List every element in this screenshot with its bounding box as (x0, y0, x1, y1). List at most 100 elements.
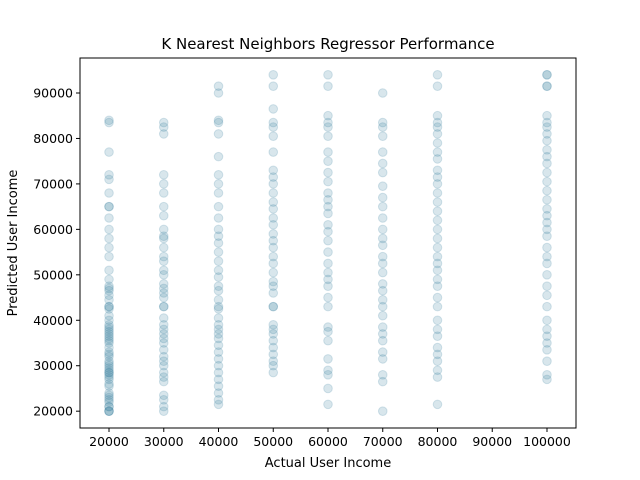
data-point (377, 201, 388, 212)
data-point (323, 176, 333, 187)
data-point (542, 356, 552, 366)
data-point (542, 290, 552, 301)
data-point (377, 117, 388, 128)
data-point (542, 270, 552, 280)
data-point (104, 174, 114, 185)
data-point (542, 324, 552, 335)
data-point (323, 335, 333, 346)
x-tick-label: 30000 (144, 434, 184, 449)
data-point (542, 374, 552, 385)
data-point (213, 272, 224, 282)
data-point (213, 295, 224, 305)
data-point (213, 324, 224, 335)
y-tick-label: 60000 (33, 222, 73, 237)
data-point (377, 267, 388, 278)
data-point (268, 213, 279, 223)
data-point (377, 310, 388, 321)
data-point (377, 347, 388, 357)
data-point (268, 342, 279, 353)
data-point (158, 210, 169, 221)
data-point (377, 213, 388, 223)
data-point (377, 279, 388, 289)
data-point (377, 88, 388, 98)
data-point (268, 70, 279, 80)
data-point (542, 258, 552, 269)
data-point (432, 258, 443, 269)
data-point (158, 372, 169, 382)
data-point (104, 147, 114, 157)
data-point (158, 333, 169, 344)
data-point (542, 331, 552, 341)
data-point (104, 326, 114, 337)
data-point (104, 351, 114, 362)
data-point (104, 329, 114, 339)
y-tick-label: 30000 (33, 358, 73, 373)
data-point (104, 342, 114, 353)
data-point (323, 147, 333, 157)
data-point (268, 81, 279, 91)
data-point (432, 233, 443, 244)
data-point (104, 401, 114, 412)
data-point (323, 399, 333, 410)
data-point (104, 201, 114, 212)
data-point (213, 374, 224, 385)
data-point (268, 335, 279, 346)
data-point (158, 301, 169, 312)
data-point (432, 129, 443, 139)
data-point (104, 395, 114, 405)
data-point (323, 201, 333, 212)
data-point (542, 110, 552, 121)
data-point (542, 338, 552, 348)
data-point (323, 258, 333, 269)
data-point (268, 251, 279, 262)
data-point (323, 208, 333, 219)
data-point (104, 381, 114, 391)
data-point (542, 242, 552, 253)
data-point (377, 406, 388, 416)
data-point (213, 313, 224, 323)
data-point (377, 335, 388, 346)
data-point (104, 358, 114, 369)
data-point (104, 251, 114, 262)
data-point (104, 390, 114, 401)
data-point (104, 338, 114, 348)
data-point (158, 117, 169, 128)
data-point (377, 376, 388, 387)
data-point (213, 367, 224, 378)
data-point (104, 324, 114, 335)
data-point (104, 331, 114, 341)
data-point (377, 122, 388, 132)
data-point (323, 267, 333, 278)
data-point (213, 238, 224, 248)
data-point (268, 220, 279, 230)
data-point (104, 367, 114, 378)
points-layer (104, 70, 552, 416)
data-point (542, 167, 552, 178)
data-point (213, 281, 224, 291)
data-point (213, 381, 224, 391)
x-tick-label: 100000 (523, 434, 571, 449)
data-point (268, 324, 279, 335)
data-point (213, 88, 224, 98)
data-point (158, 201, 169, 212)
data-point (323, 220, 333, 230)
data-point (104, 290, 114, 301)
x-tick-label: 70000 (363, 434, 403, 449)
y-axis-ticks: 20000 30000 40000 50000 60000 70000 80000 90000 (33, 86, 80, 419)
data-point (104, 406, 114, 416)
data-point (104, 233, 114, 244)
data-point (158, 233, 169, 244)
data-point (158, 292, 169, 303)
data-point (104, 310, 114, 321)
data-point (432, 165, 443, 176)
data-point (104, 117, 114, 128)
data-point (323, 70, 333, 80)
data-point (432, 122, 443, 132)
data-point (104, 283, 114, 294)
data-point (432, 251, 443, 262)
data-point (158, 188, 169, 198)
data-point (542, 151, 552, 162)
data-point (542, 370, 552, 380)
data-point (542, 224, 552, 235)
data-point (377, 147, 388, 157)
